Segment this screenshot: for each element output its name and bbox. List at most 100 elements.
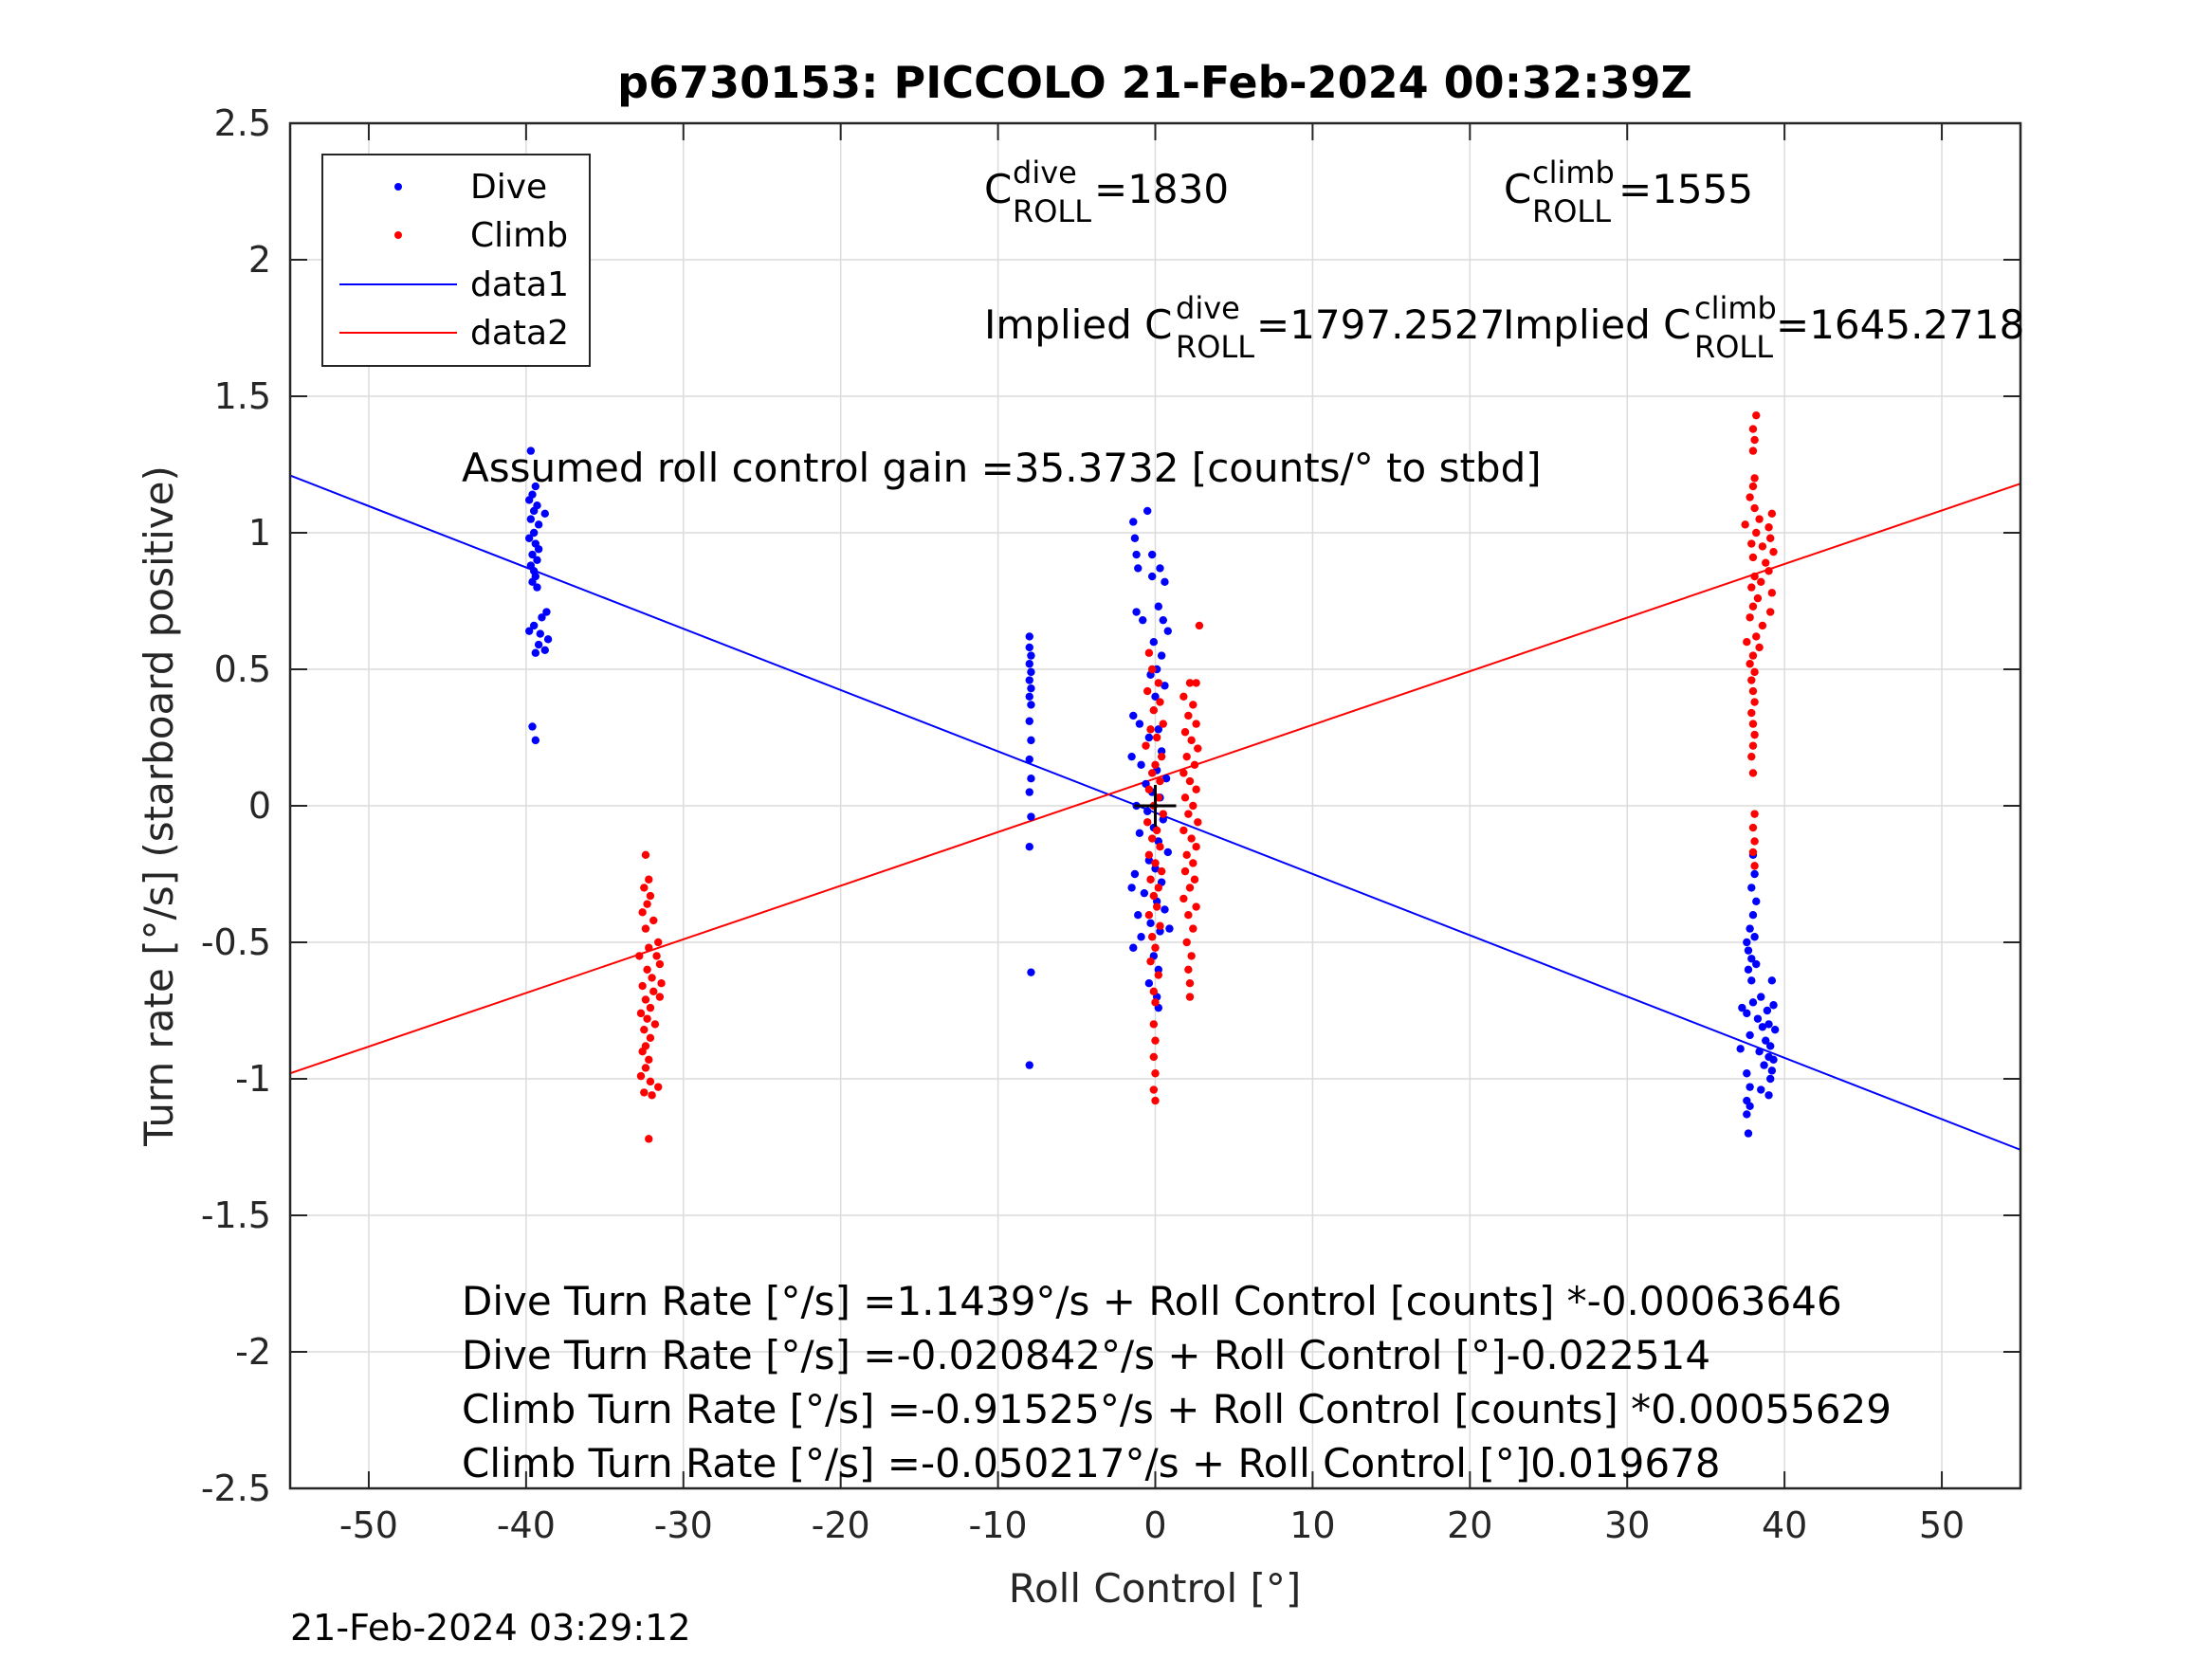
dive-point — [1743, 1110, 1751, 1119]
climb-point — [1747, 708, 1756, 718]
climb-point — [1152, 826, 1161, 835]
dive-point — [524, 627, 534, 635]
dive-point — [1027, 651, 1035, 660]
climb-point — [1192, 679, 1200, 687]
dive-point — [1025, 843, 1033, 851]
dive-point — [526, 447, 536, 455]
climb-point — [1743, 638, 1751, 647]
dive-point — [1025, 755, 1033, 764]
x-axis-label: Roll Control [°] — [1009, 1565, 1302, 1612]
dive-point — [1137, 933, 1145, 941]
dive-point — [1161, 682, 1169, 690]
climb-point — [1149, 987, 1159, 996]
dive-point — [1746, 1102, 1754, 1111]
climb-point — [636, 1071, 646, 1081]
dive-point — [1132, 608, 1141, 616]
climb-point — [1156, 843, 1164, 851]
dive-point — [1137, 760, 1145, 769]
dive-point — [1025, 660, 1033, 668]
climb-point — [1748, 720, 1758, 728]
climb-point — [1748, 741, 1758, 750]
climb-point — [1189, 801, 1197, 811]
climb-point — [1192, 902, 1200, 911]
climb-point — [1144, 911, 1154, 920]
climb-point — [1748, 425, 1758, 433]
climb-point — [654, 938, 663, 947]
dive-point — [1129, 518, 1138, 526]
climb-point — [1179, 826, 1188, 835]
climb-point — [649, 987, 658, 996]
climb-point — [649, 916, 658, 925]
dive-point — [529, 621, 539, 630]
dive-point — [1753, 1014, 1763, 1023]
climb-point — [1157, 866, 1166, 876]
climb-point — [1187, 952, 1196, 960]
climb-point — [1192, 785, 1200, 793]
climb-point — [1750, 572, 1759, 581]
climb-point — [1767, 509, 1777, 519]
climb-point — [1758, 542, 1767, 551]
climb-point — [640, 884, 649, 892]
climb-point — [1154, 971, 1163, 979]
implied-c-dive-sub: ROLL — [1176, 329, 1254, 365]
dive-point — [531, 736, 540, 745]
dive-point — [1156, 927, 1164, 936]
climb-point — [1748, 848, 1758, 857]
dive-point — [1161, 775, 1171, 783]
dive-point — [1132, 550, 1141, 559]
dive-point — [1767, 976, 1777, 985]
dive-point — [1027, 775, 1035, 783]
climb-point — [1152, 902, 1161, 911]
climb-point — [1189, 924, 1197, 933]
dive-point — [1130, 534, 1140, 542]
legend-dive-label: Dive — [470, 168, 547, 207]
climb-point — [1746, 660, 1754, 668]
dive-point — [1743, 938, 1751, 947]
dive-point — [1154, 725, 1163, 734]
climb-point — [1146, 875, 1155, 884]
dive-point — [1147, 550, 1157, 559]
climb-point — [645, 1055, 653, 1065]
climb-point — [1750, 474, 1759, 483]
climb-point — [1189, 859, 1197, 867]
climb-point — [1147, 769, 1157, 777]
climb-point — [646, 1003, 655, 1012]
implied-c-dive-sup: dive — [1176, 290, 1240, 326]
climb-fit-degrees: Climb Turn Rate [°/s] =-0.050217°/s + Ro… — [462, 1440, 1721, 1486]
dive-point — [1766, 1042, 1775, 1050]
climb-point — [1184, 965, 1193, 974]
y-tick-label: 2 — [248, 239, 271, 281]
y-tick-label: -2.5 — [201, 1468, 271, 1509]
dive-point — [1744, 1129, 1753, 1138]
legend-climb-marker — [394, 231, 402, 239]
climb-point — [1748, 482, 1758, 491]
climb-point — [655, 993, 665, 1001]
climb-point — [1180, 866, 1190, 876]
y-tick-label: -0.5 — [201, 921, 271, 963]
dive-fit-counts: Dive Turn Rate [°/s] =1.1439°/s + Roll C… — [462, 1278, 1842, 1324]
dive-point — [1757, 993, 1765, 1001]
x-tick-label: 40 — [1762, 1504, 1807, 1546]
climb-point — [638, 1048, 647, 1056]
climb-point — [1144, 648, 1154, 657]
legend-box — [321, 154, 591, 367]
climb-point — [1755, 515, 1764, 523]
dive-point — [1748, 998, 1758, 1007]
dive-point — [1134, 911, 1143, 920]
c-climb-sub: ROLL — [1532, 193, 1611, 229]
climb-point — [1748, 651, 1758, 660]
y-tick-label: 1 — [248, 512, 271, 554]
climb-point — [1192, 843, 1200, 851]
climb-point — [1154, 679, 1163, 687]
dive-point — [1161, 905, 1169, 914]
x-tick-label: 20 — [1447, 1504, 1492, 1546]
climb-point — [1194, 744, 1202, 753]
climb-point — [1750, 810, 1759, 818]
c-dive-sub: ROLL — [1013, 193, 1091, 229]
climb-point — [1755, 643, 1764, 652]
climb-point — [1182, 938, 1191, 947]
climb-point — [1182, 850, 1191, 860]
dive-point — [1143, 506, 1152, 516]
dive-point — [534, 545, 543, 554]
dive-point — [1746, 924, 1754, 933]
